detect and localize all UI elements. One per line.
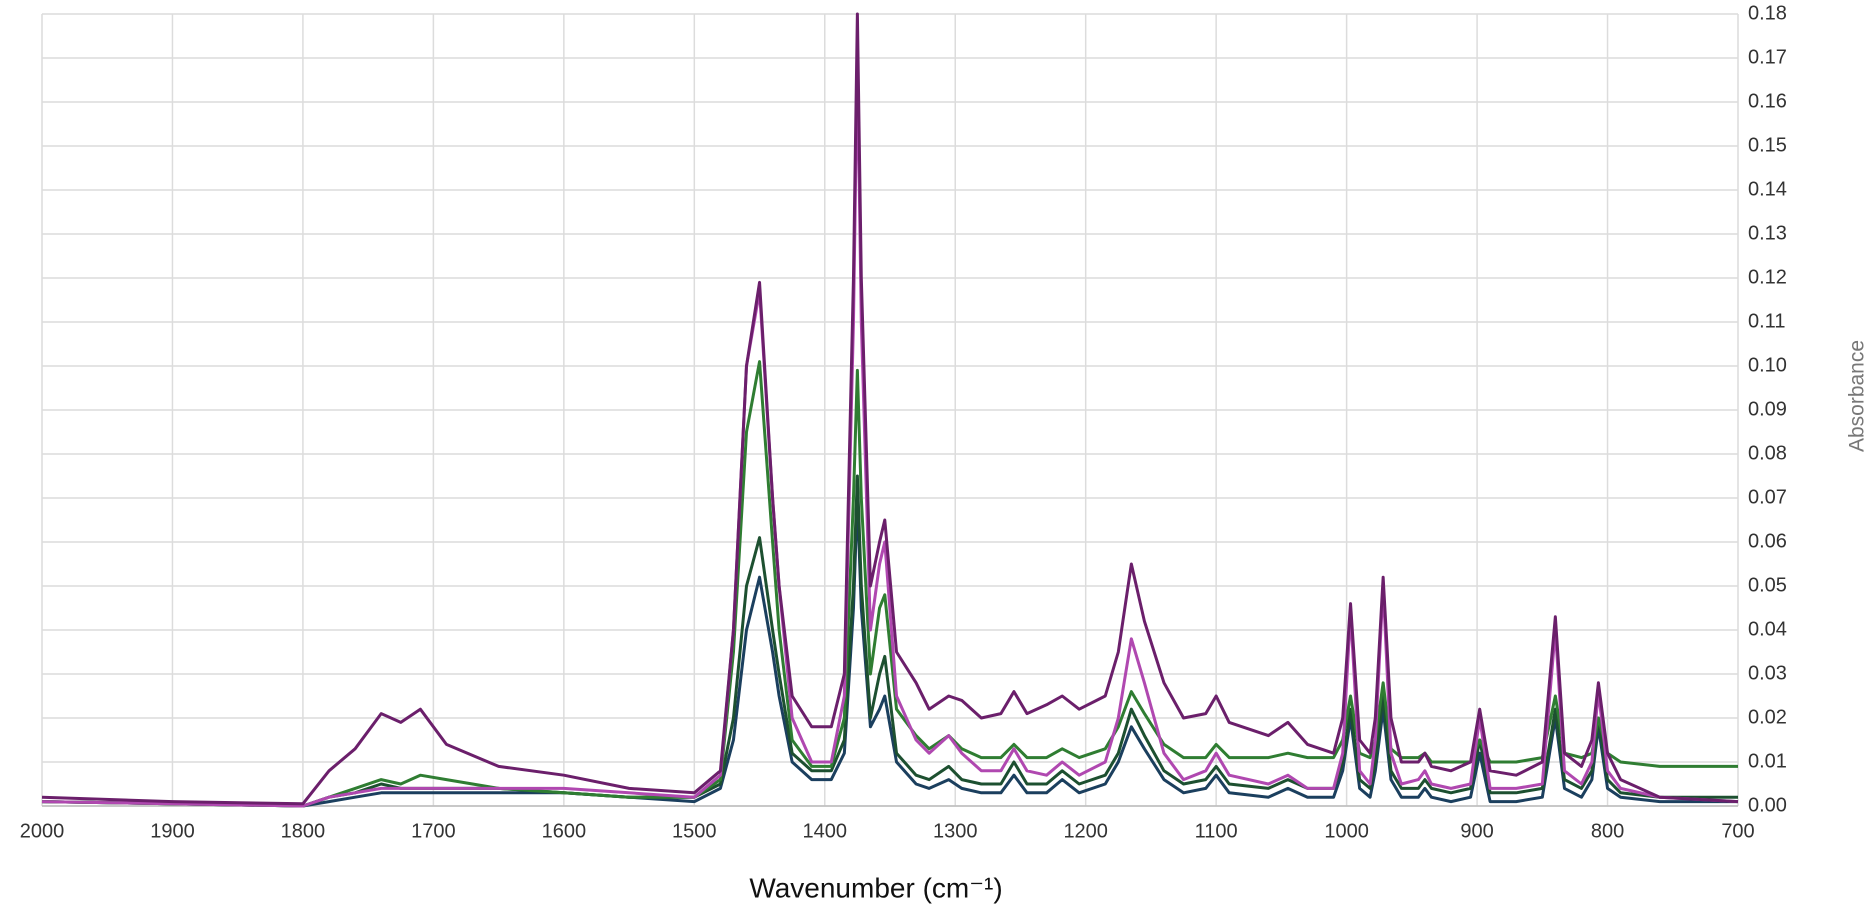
y-tick-label: 0.08 (1748, 442, 1787, 464)
x-tick-label: 1200 (1063, 820, 1108, 842)
x-tick-label: 1100 (1195, 820, 1238, 842)
y-tick-label: 0.04 (1748, 618, 1787, 640)
x-tick-label: 1400 (803, 820, 848, 842)
y-tick-label: 0.03 (1748, 662, 1787, 684)
x-axis-title: Wavenumber (cm⁻¹) (749, 872, 1002, 903)
y-axis-title: Absorbance (1846, 340, 1869, 452)
x-tick-label: 1600 (542, 820, 587, 842)
x-tick-label: 900 (1460, 820, 1493, 842)
x-tick-label: 1700 (411, 820, 456, 842)
x-tick-label: 1500 (672, 820, 717, 842)
y-tick-label: 0.18 (1748, 2, 1787, 24)
y-tick-label: 0.11 (1748, 310, 1785, 332)
y-tick-label: 0.15 (1748, 134, 1787, 156)
y-tick-label: 0.09 (1748, 398, 1787, 420)
y-tick-label: 0.05 (1748, 574, 1787, 596)
y-tick-label: 0.06 (1748, 530, 1787, 552)
x-tick-label: 1800 (281, 820, 326, 842)
y-tick-label: 0.12 (1748, 266, 1787, 288)
y-tick-label: 0.02 (1748, 706, 1787, 728)
y-tick-label: 0.01 (1748, 750, 1787, 772)
x-tick-label: 1000 (1324, 820, 1369, 842)
y-tick-label: 0.00 (1748, 794, 1787, 816)
x-tick-label: 2000 (20, 820, 65, 842)
y-tick-label: 0.17 (1748, 46, 1787, 68)
y-tick-label: 0.10 (1748, 354, 1787, 376)
y-tick-label: 0.07 (1748, 486, 1787, 508)
y-tick-label: 0.13 (1748, 222, 1787, 244)
x-tick-label: 700 (1721, 820, 1754, 842)
y-tick-label: 0.16 (1748, 90, 1787, 112)
x-tick-label: 1900 (150, 820, 195, 842)
x-tick-label: 800 (1591, 820, 1624, 842)
x-tick-label: 1300 (933, 820, 978, 842)
y-tick-label: 0.14 (1748, 178, 1787, 200)
spectrum-line (41, 12, 1739, 806)
